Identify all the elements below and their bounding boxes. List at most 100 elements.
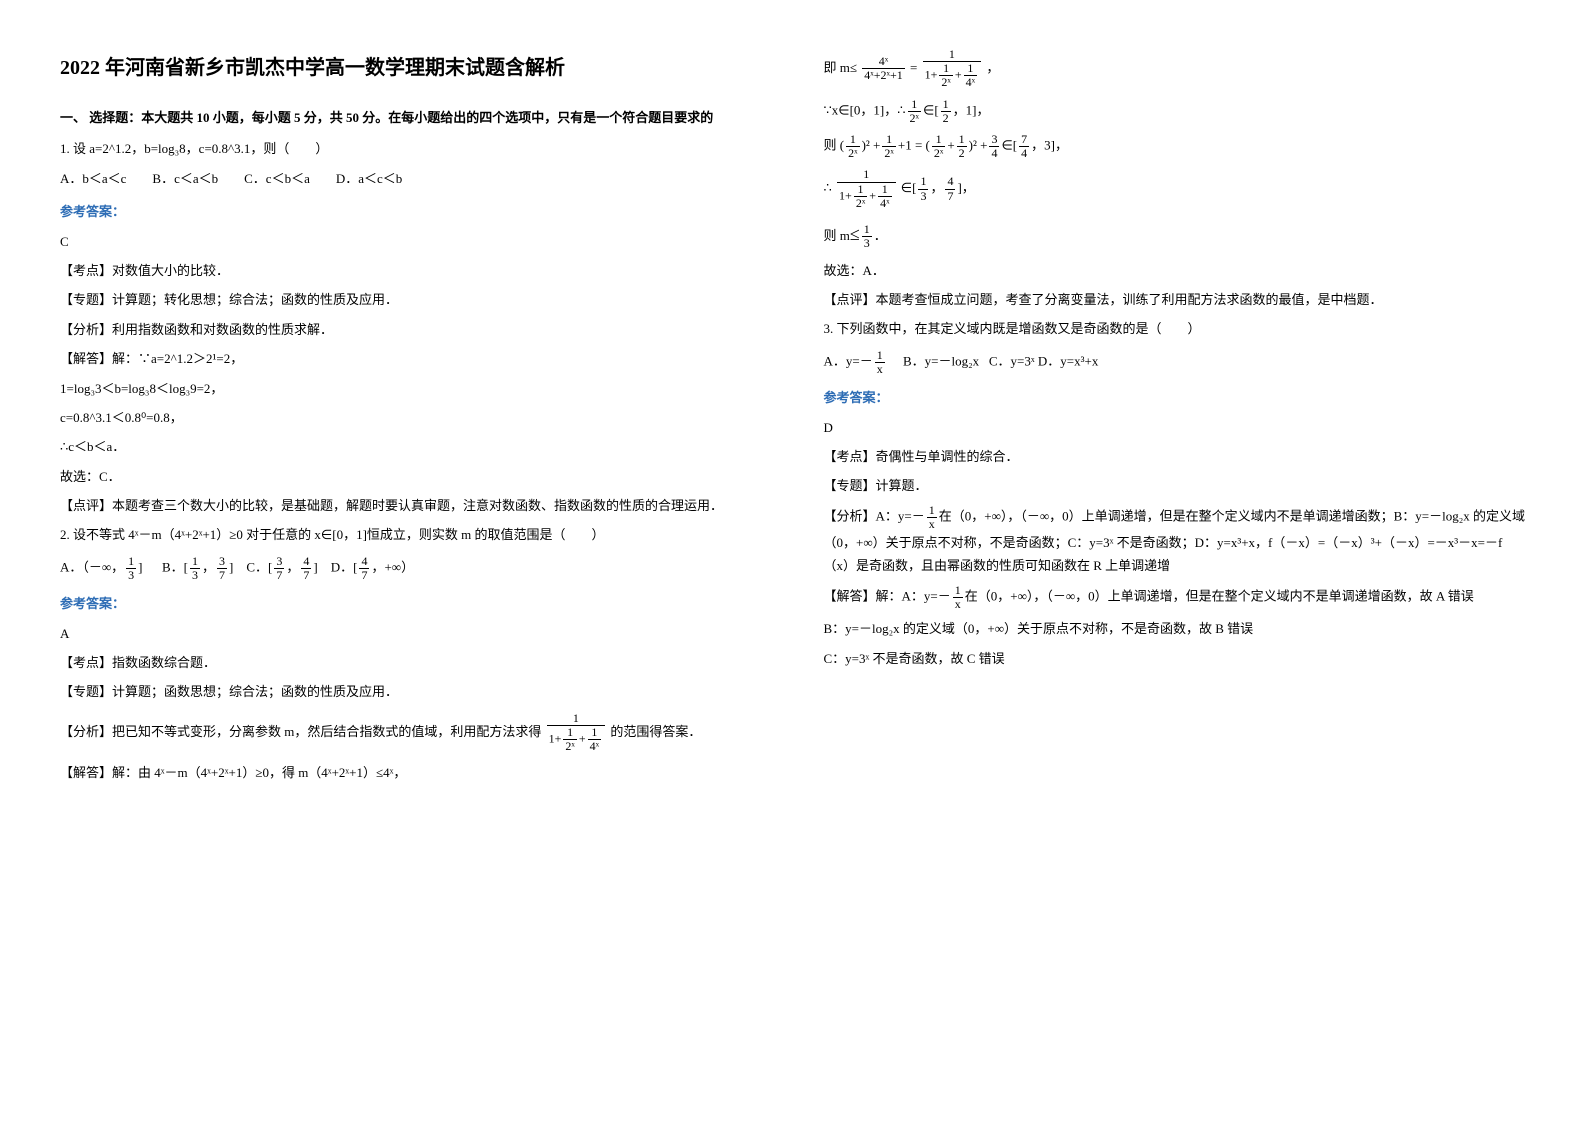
zt-text: 计算题．	[876, 478, 928, 493]
d: 1+12ˣ+14ˣ	[837, 183, 896, 210]
n: 1	[964, 62, 977, 76]
optC-post: ]	[313, 560, 317, 575]
q3-fenxi: 【分析】A：y=－1x在（0，+∞），（－∞，0）上单调递增，但是在整个定义域内…	[824, 504, 1528, 578]
n: 1	[957, 133, 967, 147]
q2-right-2: ∵x∈[0，1]，∴12ˣ∈[12，1]，	[824, 98, 1528, 125]
n: 1	[846, 133, 859, 147]
q1-jieda-3: c=0.8^3.1＜0.8⁰=0.8，	[60, 406, 764, 429]
dp-text: 本题考查三个数大小的比较，是基础题，解题时要认真审题，注意对数函数、指数函数的性…	[112, 498, 723, 513]
jd-a-post: 在（0，+∞），（－∞，0）上单调递增，但是在整个定义域内不是单调递增函数，故 …	[965, 589, 1474, 604]
optB-mid: ，	[202, 560, 215, 575]
d: x	[927, 518, 937, 531]
answer-label: 参考答案：	[824, 386, 1528, 409]
n: 1	[939, 62, 952, 76]
jd-text: 解：由 4ˣ－m（4ˣ+2ˣ+1）≥0，得 m（4ˣ+2ˣ+1）≤4ˣ，	[112, 765, 406, 780]
kd-label: 【考点】	[60, 655, 112, 670]
fx-label: 【分析】	[824, 508, 876, 523]
den: 7	[274, 569, 284, 582]
optD-post: ，+∞）	[371, 560, 414, 575]
n: 1	[878, 183, 891, 197]
q2-right-3: 则 (12ˣ)² +12ˣ+1 = (12ˣ+12)² +34∈[74，3]，	[824, 133, 1528, 160]
frac-1-3: 13	[126, 555, 136, 582]
n: 1	[927, 504, 937, 518]
d: +	[947, 138, 954, 153]
q1-answer: C	[60, 230, 764, 253]
fx-label: 【分析】	[60, 322, 112, 337]
inner2: 14ˣ	[964, 62, 977, 89]
post: ]，	[957, 180, 974, 195]
optC: C．y=3ˣ	[989, 353, 1035, 368]
d: 2	[957, 147, 967, 160]
optC-pre: C．[	[246, 560, 272, 575]
n: 4	[945, 175, 955, 189]
f13: 13	[918, 175, 928, 202]
n: 1	[918, 175, 928, 189]
frac-half: 12	[941, 98, 951, 125]
big-frac: 1 1+12ˣ+14ˣ	[547, 712, 606, 754]
post: ．	[874, 228, 887, 243]
num: 4	[359, 555, 369, 569]
d: x	[953, 598, 963, 611]
frac-4-7: 47	[301, 555, 311, 582]
frac-4x: 4ˣ4ˣ+2ˣ+1	[862, 55, 904, 82]
num: 1	[588, 726, 601, 740]
fx-pre: 把已知不等式变形，分离参数 m，然后结合指数式的值域，利用配方法求得	[112, 724, 541, 739]
frac-1-3b: 13	[190, 555, 200, 582]
pre: ∴	[824, 180, 832, 195]
q1-jieda-5: 故选：C．	[60, 465, 764, 488]
d: 3	[862, 237, 872, 250]
kd-text: 奇偶性与单调性的综合．	[876, 449, 1019, 464]
den: 4ˣ+2ˣ+1	[862, 69, 904, 82]
optB: B．y=－log₂x	[903, 353, 979, 368]
zt-text: 计算题；函数思想；综合法；函数的性质及应用．	[112, 684, 398, 699]
frac-3-7: 37	[217, 555, 227, 582]
f5: 34	[989, 133, 999, 160]
f47: 47	[945, 175, 955, 202]
d: 2	[941, 112, 951, 125]
q2-right-5: 则 m≤13．	[824, 218, 1528, 251]
f1: 12ˣ	[846, 133, 859, 160]
num: 1	[547, 712, 606, 726]
kd-label: 【考点】	[60, 263, 112, 278]
pre: ∵x∈[0，1]，∴	[824, 102, 906, 117]
d: 2ˣ	[846, 147, 859, 160]
den: 3	[126, 569, 136, 582]
sep: ，	[930, 180, 943, 195]
optB-post: ]	[229, 560, 233, 575]
q2-answer: A	[60, 622, 764, 645]
inner-frac: 12ˣ	[563, 726, 576, 753]
q3-jieda-c: C：y=3ˣ 不是奇函数，故 C 错误	[824, 647, 1528, 670]
n: 3	[989, 133, 999, 147]
answer-label: 参考答案：	[60, 200, 764, 223]
q1-jieda-2: 1=log₃3＜b=log₃8＜log₃9=2，	[60, 377, 764, 400]
q1-kaodian: 【考点】对数值大小的比较．	[60, 259, 764, 282]
n: 1	[837, 168, 896, 182]
optD: D．y=x³+x	[1038, 353, 1098, 368]
q3-kaodian: 【考点】奇偶性与单调性的综合．	[824, 445, 1528, 468]
d: x	[875, 363, 885, 376]
mid: ∈[	[901, 180, 917, 195]
d: 3	[918, 190, 928, 203]
kd-text: 指数函数综合题．	[112, 655, 216, 670]
n: 1	[953, 584, 963, 598]
n: 1	[875, 349, 885, 363]
frac-1-2x: 12ˣ	[908, 98, 921, 125]
q3-answer: D	[824, 416, 1528, 439]
frac-1-x-b: 1x	[927, 504, 937, 531]
jd-label: 【解答】	[60, 351, 112, 366]
q1-fenxi: 【分析】利用指数函数和对数函数的性质求解．	[60, 318, 764, 341]
pre: 则 m	[824, 228, 850, 243]
d: 2ˣ	[854, 197, 867, 210]
f13b: 13	[862, 223, 872, 250]
jd-a-pre: 解：A：y=－	[876, 589, 951, 604]
q2-right-1: 即 m≤ 4ˣ4ˣ+2ˣ+1 = 1 1+12ˣ+14ˣ ，	[824, 48, 1528, 90]
q2-options: A．（－∞，13] B．[13，37] C．[37，47] D．[47，+∞）	[60, 555, 764, 582]
optA-y: y=－	[846, 353, 873, 368]
dp-label: 【点评】	[824, 292, 876, 307]
num: 1	[563, 726, 576, 740]
frac-4-7b: 47	[359, 555, 369, 582]
big-frac-2: 1 1+12ˣ+14ˣ	[923, 48, 982, 90]
dp-text: 本题考查恒成立问题，考查了分离变量法，训练了利用配方法求函数的最值，是中档题．	[876, 292, 1383, 307]
f4: 12	[957, 133, 967, 160]
den: 7	[301, 569, 311, 582]
